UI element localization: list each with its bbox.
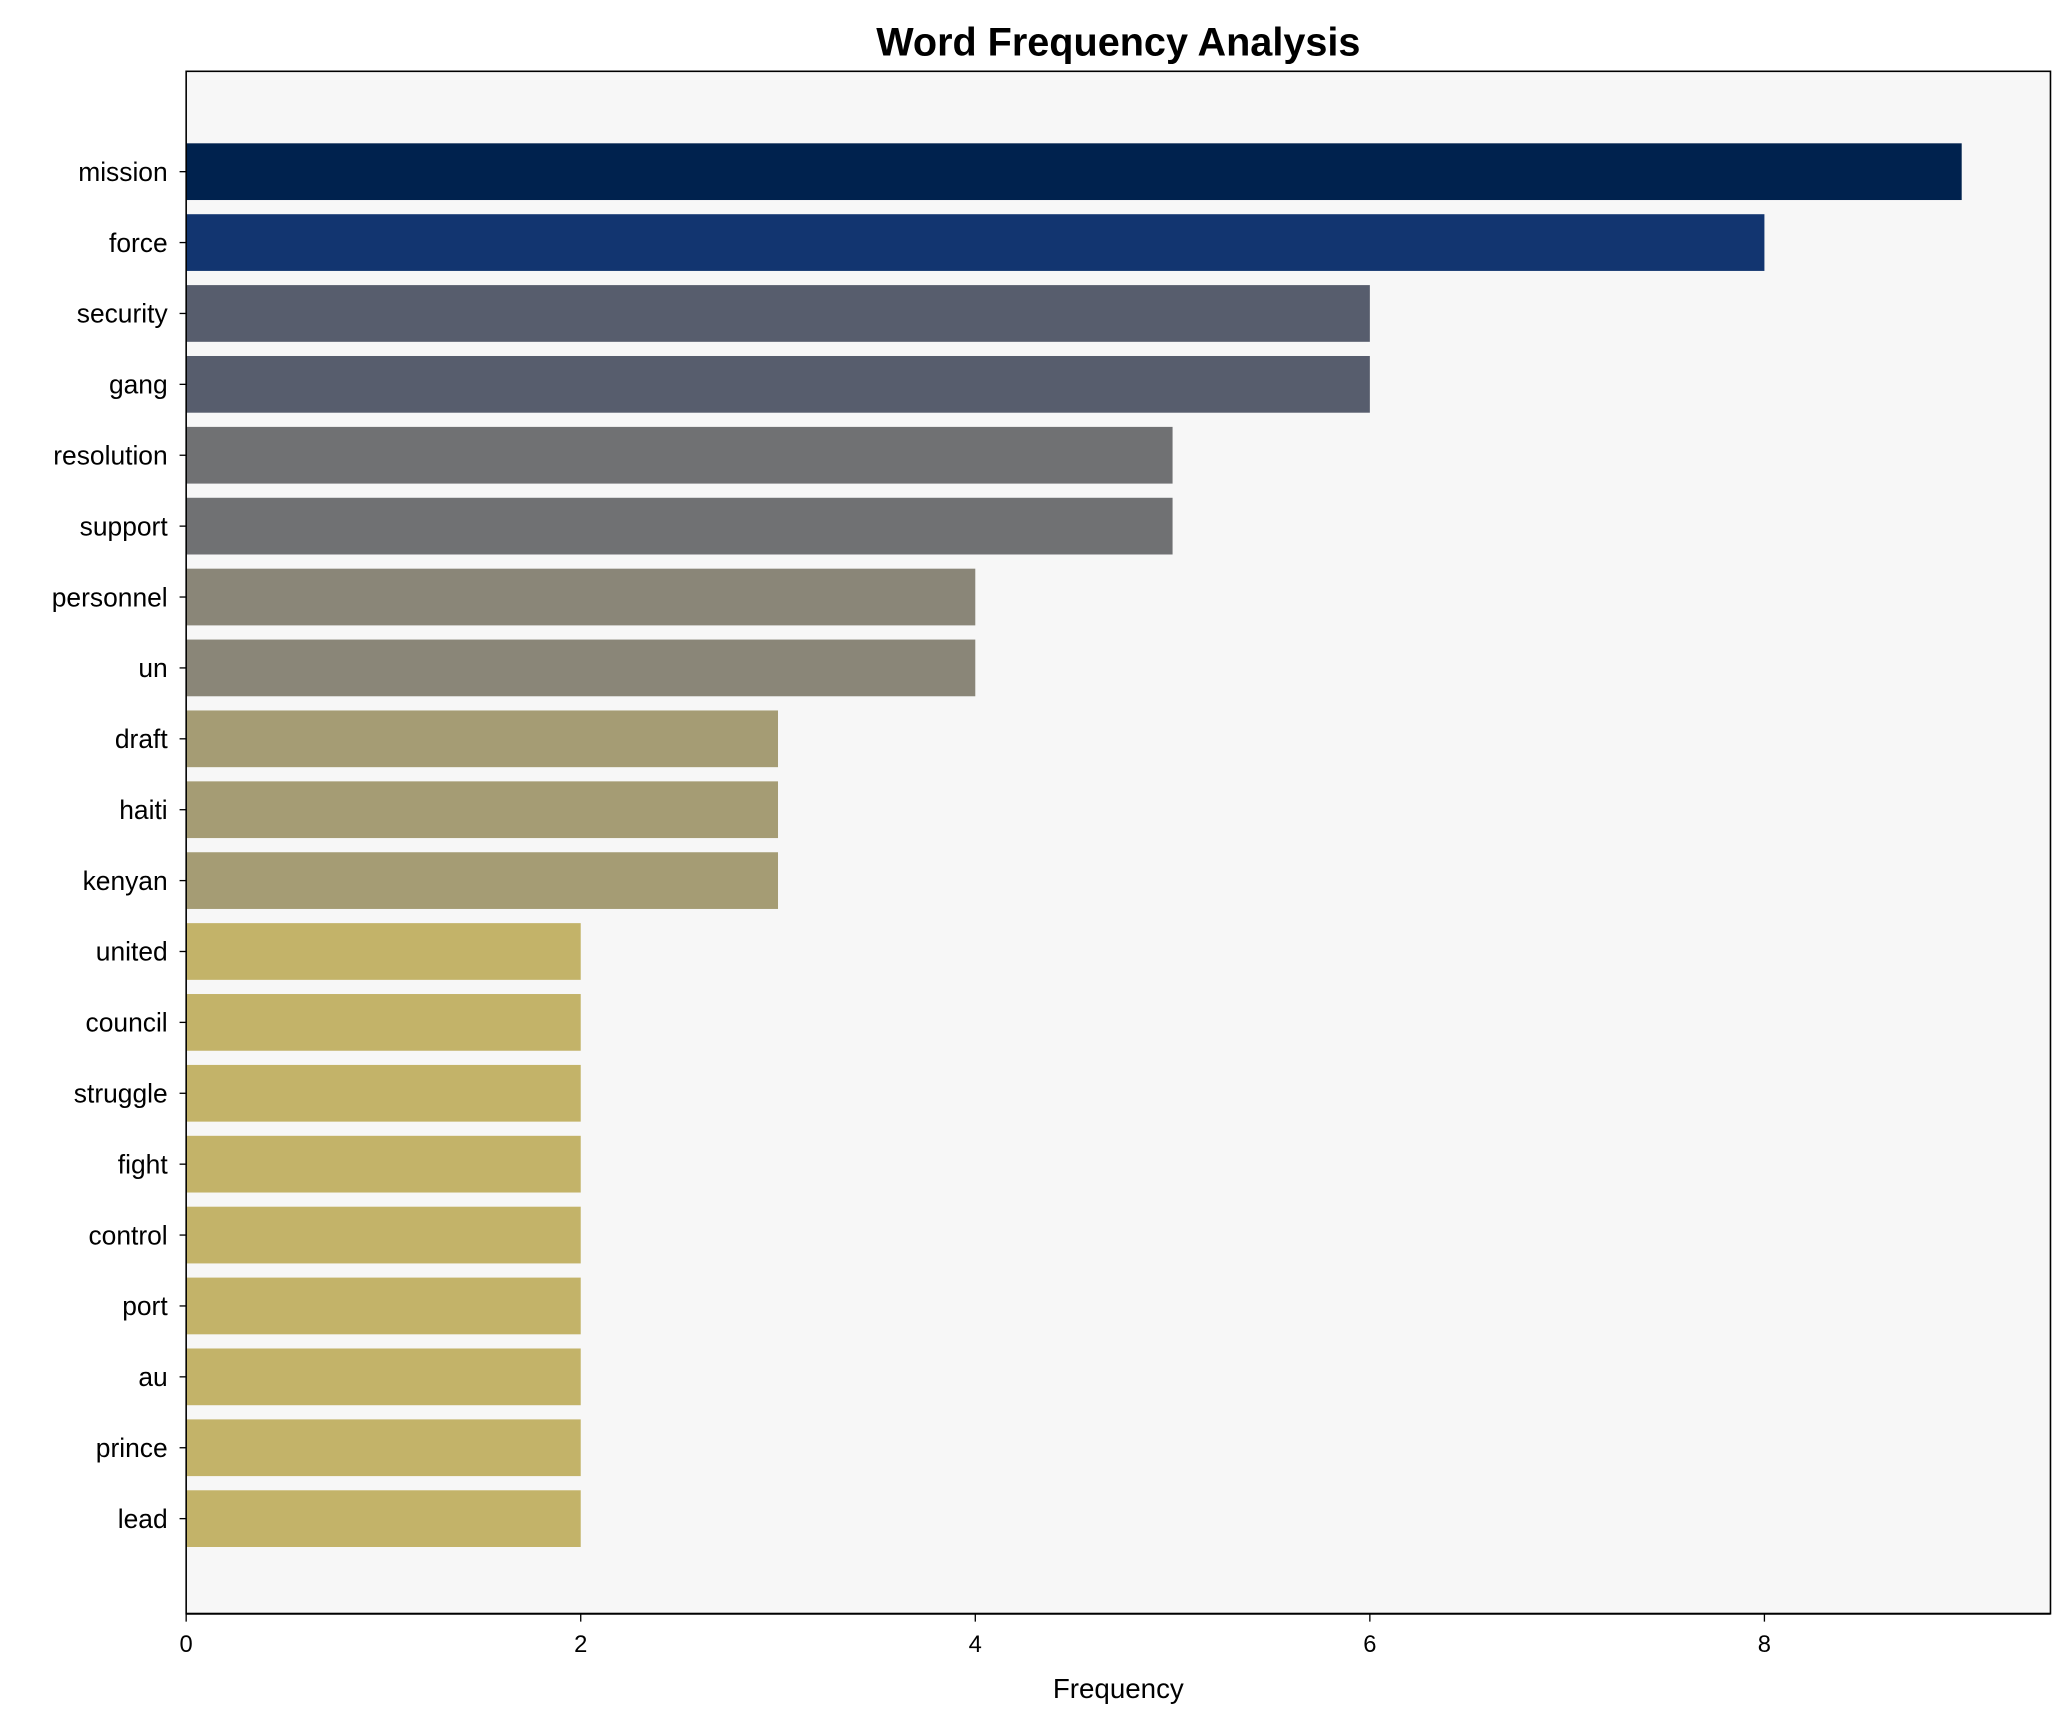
y-tick-label: port xyxy=(122,1291,168,1321)
bar-kenyan xyxy=(186,852,779,909)
bar-force xyxy=(186,214,1765,271)
bar-support xyxy=(186,497,1173,555)
y-tick-label: prince xyxy=(96,1433,168,1463)
bar-draft xyxy=(186,710,779,768)
y-tick-label: council xyxy=(86,1008,168,1038)
y-tick-label: personnel xyxy=(52,582,168,612)
chart-title: Word Frequency Analysis xyxy=(876,20,1360,64)
y-tick-label: fight xyxy=(118,1149,169,1179)
y-tick-label: au xyxy=(138,1362,167,1392)
bar-prince xyxy=(186,1419,581,1477)
x-tick-label: 0 xyxy=(180,1631,193,1658)
x-tick-label: 2 xyxy=(574,1631,587,1658)
bar-haiti xyxy=(186,781,779,839)
y-tick-label: support xyxy=(80,511,169,541)
y-tick-label: resolution xyxy=(53,440,167,470)
y-tick-label: haiti xyxy=(119,795,167,825)
bar-fight xyxy=(186,1135,581,1193)
y-tick-label: struggle xyxy=(74,1079,168,1109)
y-tick-label: un xyxy=(138,653,167,683)
y-tick-label: mission xyxy=(78,157,167,187)
bar-lead xyxy=(186,1490,581,1547)
x-tick-label: 8 xyxy=(1758,1631,1771,1658)
y-tick-label: lead xyxy=(118,1504,168,1534)
bar-au xyxy=(186,1348,581,1406)
x-tick-label: 6 xyxy=(1363,1631,1376,1658)
bar-struggle xyxy=(186,1064,581,1122)
y-tick-label: force xyxy=(109,228,168,258)
y-tick-label: united xyxy=(96,937,168,967)
bar-un xyxy=(186,639,976,697)
bar-united xyxy=(186,923,581,980)
bar-resolution xyxy=(186,426,1173,484)
bar-gang xyxy=(186,355,1370,413)
bar-personnel xyxy=(186,568,976,626)
y-tick-label: kenyan xyxy=(83,866,168,896)
bar-council xyxy=(186,994,581,1051)
bar-control xyxy=(186,1206,581,1264)
bar-security xyxy=(186,285,1370,342)
x-axis-label: Frequency xyxy=(1053,1673,1184,1704)
y-tick-label: security xyxy=(77,299,169,329)
bar-mission xyxy=(186,143,1962,201)
y-tick-label: draft xyxy=(115,724,168,754)
x-tick-label: 4 xyxy=(969,1631,982,1658)
bar-port xyxy=(186,1277,581,1335)
y-tick-label: control xyxy=(88,1220,167,1250)
y-tick-label: gang xyxy=(109,370,168,400)
